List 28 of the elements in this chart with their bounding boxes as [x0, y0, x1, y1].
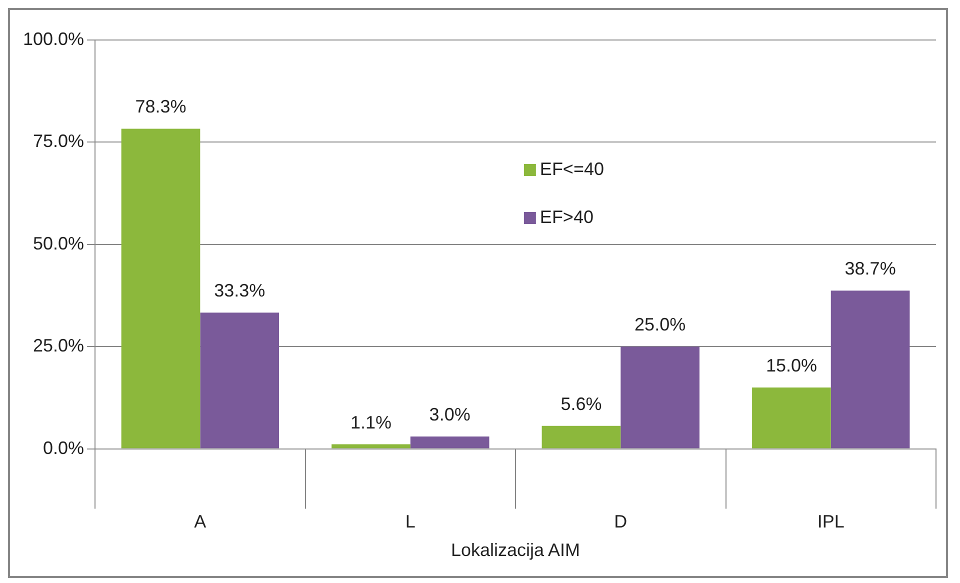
bar: [200, 312, 280, 448]
bar: [752, 387, 831, 448]
y-tick-label: 25.0%: [33, 336, 84, 356]
x-tick-label: IPL: [817, 512, 844, 532]
x-tick-label: A: [194, 512, 206, 532]
y-tick-label: 0.0%: [43, 438, 84, 458]
data-label: 3.0%: [429, 404, 470, 425]
x-tick-label: L: [405, 512, 416, 532]
data-label: 33.3%: [214, 280, 266, 301]
x-axis-title: Lokalizacija AIM: [450, 540, 580, 560]
bar: [121, 128, 200, 448]
data-label: 15.0%: [766, 355, 817, 376]
data-label: 1.1%: [350, 412, 392, 432]
legend-label: EF<=40: [540, 158, 604, 179]
data-label: 38.7%: [844, 258, 896, 279]
legend-label: EF>40: [540, 206, 594, 227]
y-tick-label: 50.0%: [33, 233, 84, 254]
bar: [830, 290, 910, 448]
data-label: 78.3%: [135, 96, 186, 117]
y-tick-label: 75.0%: [33, 131, 84, 152]
bar: [620, 346, 700, 448]
data-label: 25.0%: [634, 314, 686, 335]
x-tick-label: D: [614, 512, 628, 532]
y-tick-label: 100.0%: [22, 28, 84, 49]
bar: [332, 444, 410, 448]
bar: [542, 426, 621, 448]
bar: [410, 436, 490, 448]
data-label: 5.6%: [560, 394, 602, 414]
